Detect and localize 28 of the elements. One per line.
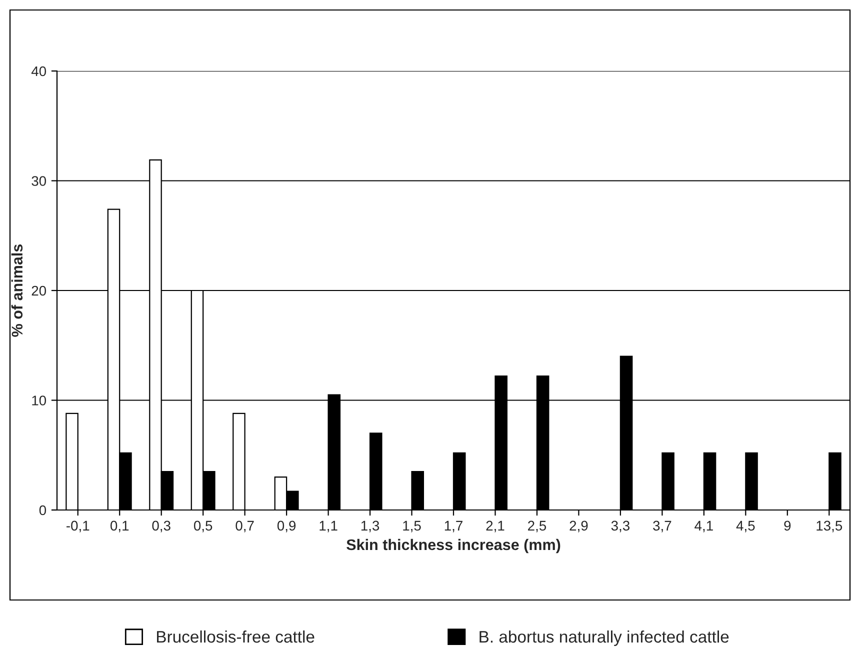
- y-tick-label: 10: [32, 396, 46, 406]
- x-tick-label: 3,7: [653, 520, 672, 532]
- x-tick-label: 1,5: [403, 520, 421, 532]
- x-tick-label: 0,7: [236, 520, 254, 532]
- y-tick-label: 40: [31, 66, 46, 76]
- x-tick-label: 4,5: [736, 520, 755, 532]
- x-tick-label: 2,9: [570, 520, 588, 532]
- x-tick-label: -0,1: [66, 520, 90, 532]
- x-tick-label: 0,5: [194, 520, 212, 532]
- legend-label: Brucellosis-free cattle: [157, 630, 314, 643]
- x-tick-label: 1,7: [444, 520, 462, 532]
- y-tick-label: 30: [32, 176, 46, 186]
- x-tick-label: 13,5: [816, 520, 842, 532]
- x-tick-label: 3,3: [611, 520, 630, 532]
- x-axis-title: Skin thickness increase (mm): [346, 538, 560, 554]
- x-tick-label: 4,1: [694, 520, 713, 532]
- x-tick-label: 1,3: [361, 520, 380, 532]
- x-tick-label: 9: [784, 520, 791, 531]
- x-tick-label: 2,5: [528, 520, 546, 532]
- y-axis-title: % of animals: [11, 244, 23, 337]
- x-tick-label: 1,1: [320, 520, 338, 532]
- y-tick-label: 0: [39, 505, 46, 516]
- x-tick-label: 0,1: [110, 520, 129, 532]
- x-tick-label: 2,1: [486, 520, 504, 532]
- x-tick-label: 0,3: [152, 520, 170, 532]
- x-tick-label: 0,9: [277, 520, 296, 532]
- y-tick-label: 20: [32, 286, 46, 296]
- legend-label: B. abortus naturally infected cattle: [480, 630, 729, 646]
